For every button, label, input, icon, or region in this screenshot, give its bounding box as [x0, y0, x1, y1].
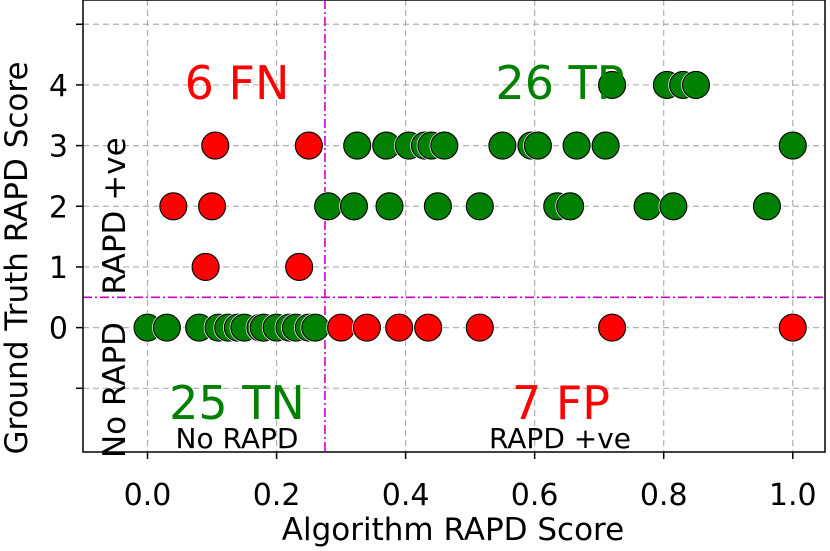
- fn-count-label: 6 FN: [185, 56, 290, 110]
- green-data-point: [556, 192, 585, 221]
- red-data-point: [778, 313, 807, 342]
- green-data-point: [778, 131, 807, 160]
- y-axis-title: Ground Truth RAPD Score: [0, 61, 35, 454]
- green-data-point: [523, 131, 552, 160]
- tn-count-label: 25 TN: [169, 376, 305, 430]
- red-data-point: [352, 313, 381, 342]
- x-tick-label: 0.4: [382, 478, 430, 513]
- red-data-point: [327, 313, 356, 342]
- red-data-point: [598, 313, 627, 342]
- red-data-point: [414, 313, 443, 342]
- y-tick-label: 4: [49, 69, 68, 104]
- x-tick-label: 0.0: [124, 478, 172, 513]
- green-data-point: [430, 131, 459, 160]
- green-data-point: [314, 192, 343, 221]
- red-data-point: [159, 192, 188, 221]
- fp-count-label: 7 FP: [512, 376, 610, 430]
- green-data-point: [659, 192, 688, 221]
- tp-count-label: 26 TP: [496, 56, 625, 110]
- red-data-point: [465, 313, 494, 342]
- green-data-point: [752, 192, 781, 221]
- side-no-rapd-label: No RAPD: [97, 322, 133, 458]
- green-data-point: [598, 70, 627, 99]
- points-layer: [132, 70, 808, 343]
- green-data-point: [301, 313, 330, 342]
- y-tick-label: 1: [49, 251, 68, 286]
- green-data-point: [488, 131, 517, 160]
- green-data-point: [152, 313, 181, 342]
- x-tick-label: 0.8: [640, 478, 688, 513]
- green-data-point: [562, 131, 591, 160]
- y-tick-label: 0: [49, 312, 68, 347]
- green-data-point: [465, 192, 494, 221]
- x-tick-label: 0.6: [511, 478, 559, 513]
- red-data-point: [191, 252, 220, 282]
- no-rapd-region-label: No RAPD: [176, 422, 299, 455]
- red-data-point: [285, 252, 314, 282]
- red-data-point: [385, 313, 414, 342]
- green-data-point: [591, 131, 620, 160]
- green-data-point: [375, 192, 404, 221]
- red-data-point: [201, 131, 230, 160]
- side-rapd-positive-label: RAPD +ve: [97, 137, 133, 294]
- y-tick-label: 3: [49, 130, 68, 165]
- ticks-layer: 0.0 0.2 0.4 0.6 0.8 1.0 0 1 2 3 4: [49, 23, 817, 513]
- x-axis-title: Algorithm RAPD Score: [282, 512, 624, 548]
- green-data-point: [423, 192, 452, 221]
- green-data-point: [681, 70, 711, 99]
- y-tick-label: 2: [49, 190, 68, 225]
- x-tick-label: 1.0: [769, 478, 817, 513]
- green-data-point: [343, 131, 372, 160]
- red-data-point: [197, 192, 227, 221]
- threshold-layer: [83, 0, 825, 452]
- x-tick-label: 0.2: [253, 478, 301, 513]
- rapd-positive-region-label: RAPD +ve: [489, 422, 631, 455]
- green-data-point: [339, 192, 369, 221]
- red-data-point: [294, 131, 323, 160]
- axes-frame: [82, 0, 826, 453]
- green-data-point: [633, 192, 662, 221]
